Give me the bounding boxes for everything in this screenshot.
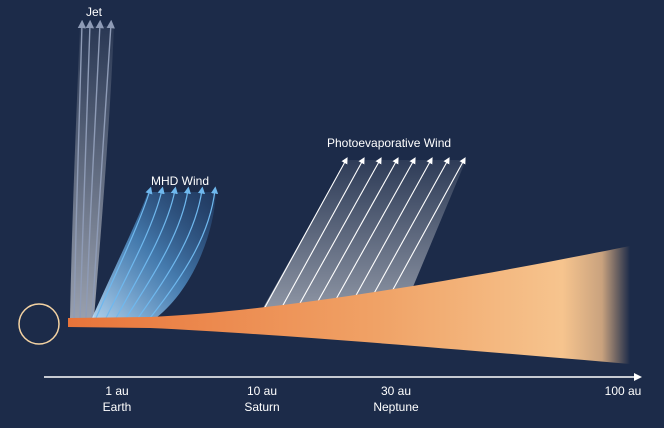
tick-label-30au: 30 au bbox=[381, 384, 411, 398]
jet-flow bbox=[70, 19, 115, 319]
mhd-arrow bbox=[149, 186, 219, 319]
jet-arrow bbox=[85, 19, 104, 319]
mhd-wind-label: MHD Wind bbox=[151, 174, 209, 188]
tick-name-earth: Earth bbox=[103, 400, 132, 414]
photo-arrow bbox=[353, 157, 433, 300]
tick-name-neptune: Neptune bbox=[373, 400, 419, 414]
jet-arrow bbox=[91, 19, 115, 319]
mhd-arrow bbox=[95, 186, 153, 319]
photo-arrow bbox=[334, 157, 416, 302]
mhd-arrow bbox=[125, 186, 191, 319]
tick-label-100au: 100 au bbox=[605, 384, 642, 398]
photo-arrow bbox=[389, 157, 466, 296]
mhd-arrow bbox=[105, 186, 165, 319]
jet-arrow bbox=[73, 19, 87, 319]
tick-label-1au: 1 au bbox=[105, 384, 128, 398]
star-circle bbox=[18, 303, 60, 345]
photo-arrow bbox=[263, 157, 348, 310]
mhd-arrow bbox=[137, 186, 206, 319]
photo-arrow bbox=[371, 157, 450, 298]
mhd-wind-fan bbox=[92, 192, 216, 318]
tick-label-10au: 10 au bbox=[247, 384, 277, 398]
jet-label: Jet bbox=[86, 5, 103, 19]
jet-arrow bbox=[79, 19, 95, 319]
photoevaporative-wind-label: Photoevaporative Wind bbox=[327, 136, 451, 150]
protoplanetary-disk bbox=[68, 246, 630, 364]
photoevaporative-wind-flow bbox=[262, 157, 466, 310]
photoevaporative-wind-sheet bbox=[262, 160, 466, 310]
mhd-wind-flow bbox=[92, 186, 219, 319]
photo-arrow bbox=[281, 157, 365, 308]
photo-arrow bbox=[298, 157, 382, 306]
tick-name-saturn: Saturn bbox=[244, 400, 279, 414]
mhd-arrow bbox=[115, 186, 178, 319]
photo-arrow bbox=[316, 157, 399, 304]
